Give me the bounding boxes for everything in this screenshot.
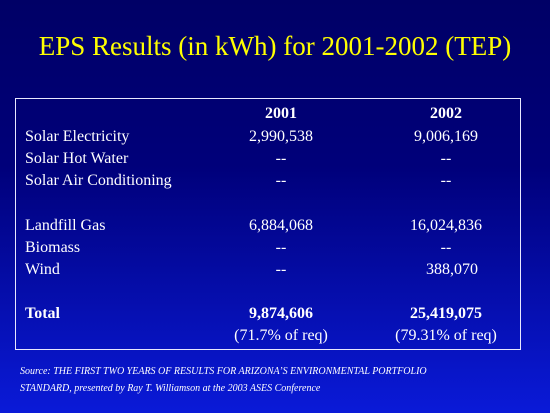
value-2002: --	[440, 172, 452, 189]
percent-2001: (71.7% of req)	[234, 327, 328, 344]
column-header-2001: 2001	[265, 105, 297, 122]
source-citation: Source: THE FIRST TWO YEARS OF RESULTS F…	[20, 363, 530, 397]
slide-title: EPS Results (in kWh) for 2001-2002 (TEP)	[38, 31, 512, 61]
row-label: Landfill Gas	[25, 217, 106, 234]
value-2001: --	[275, 261, 287, 278]
table-row: Biomass -- --	[16, 237, 522, 259]
row-label: Solar Air Conditioning	[25, 172, 172, 189]
percent-row: (71.7% of req) (79.31% of req)	[16, 325, 522, 347]
results-table: 2001 2002 Solar Electricity 2,990,538 9,…	[15, 98, 521, 350]
total-row: Total 9,874,606 25,419,075	[16, 303, 522, 325]
value-2002: --	[440, 239, 452, 256]
value-2001: 6,884,068	[249, 217, 313, 234]
row-label: Solar Electricity	[25, 128, 130, 145]
row-label: Biomass	[25, 239, 81, 256]
value-2001: --	[275, 150, 287, 167]
value-2002: 16,024,836	[410, 217, 482, 234]
row-label: Wind	[25, 261, 60, 278]
value-2001: 2,990,538	[249, 128, 313, 145]
table-row: Landfill Gas 6,884,068 16,024,836	[16, 215, 522, 237]
total-label: Total	[25, 305, 60, 322]
source-line-1: Source: THE FIRST TWO YEARS OF RESULTS F…	[20, 366, 427, 377]
row-label: Solar Hot Water	[25, 150, 129, 167]
value-2001: --	[275, 239, 287, 256]
table-row: Wind -- 388,070	[16, 259, 522, 281]
table-row: Solar Electricity 2,990,538 9,006,169	[16, 126, 522, 148]
value-2002: 9,006,169	[414, 128, 478, 145]
total-2002: 25,419,075	[410, 305, 482, 322]
source-line-2: STANDARD, presented by Ray T. Williamson…	[20, 383, 321, 394]
table-header-row: 2001 2002	[16, 103, 522, 125]
value-2002: --	[440, 150, 452, 167]
percent-2002: (79.31% of req)	[395, 327, 497, 344]
column-header-2002: 2002	[430, 105, 462, 122]
total-2001: 9,874,606	[249, 305, 313, 322]
table-row: Solar Air Conditioning -- --	[16, 170, 522, 192]
value-2002: 388,070	[426, 261, 478, 278]
table-row: Solar Hot Water -- --	[16, 148, 522, 170]
value-2001: --	[275, 172, 287, 189]
